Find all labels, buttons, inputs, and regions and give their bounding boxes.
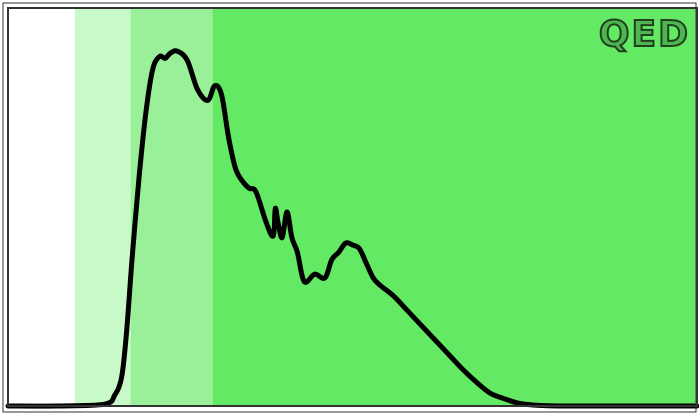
band-0: [74, 8, 131, 406]
plot-frame: [7, 7, 698, 407]
bands-layer: [74, 8, 697, 406]
qed-label: QED: [599, 14, 690, 55]
band-2: [212, 8, 697, 406]
density-curve: [5, 48, 699, 409]
band-1: [130, 8, 213, 406]
